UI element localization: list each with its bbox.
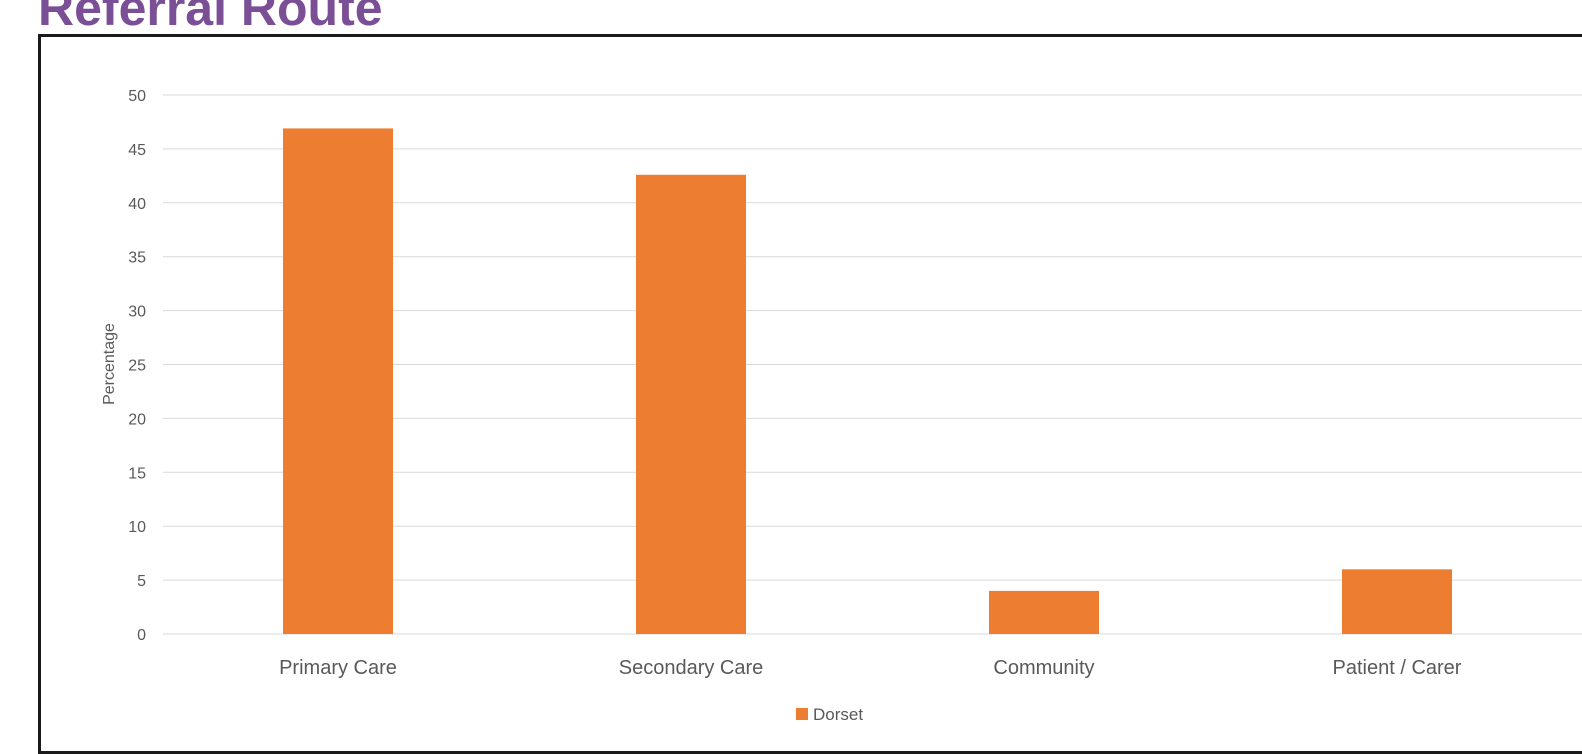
y-tick-label: 15: [128, 465, 146, 482]
bar: [636, 174, 746, 634]
gridlines: [163, 94, 1582, 635]
y-axis-label: Percentage: [101, 323, 118, 405]
y-tick-label: 20: [128, 411, 146, 428]
legend-label: Dorset: [813, 705, 863, 724]
y-tick-label: 45: [128, 142, 146, 159]
bar: [1342, 569, 1452, 634]
page-title: Referral Route: [38, 0, 383, 36]
y-tick-label: 50: [128, 88, 146, 105]
x-tick-label: Primary Care: [279, 657, 397, 679]
bar: [989, 590, 1099, 634]
x-tick-label: Community: [993, 657, 1094, 679]
x-tick-label: Secondary Care: [619, 657, 764, 679]
y-tick-label: 5: [137, 573, 146, 590]
y-tick-label: 35: [128, 250, 146, 267]
bar: [283, 128, 393, 634]
y-axis-ticks: 0 5 10 15 20 25 30 35 40 45 50: [128, 88, 146, 644]
y-tick-label: 10: [128, 519, 146, 536]
legend: Dorset: [796, 705, 863, 724]
legend-swatch: [796, 708, 808, 720]
y-tick-label: 25: [128, 358, 146, 375]
y-tick-label: 0: [137, 627, 146, 644]
x-tick-label: Patient / Carer: [1333, 657, 1462, 679]
x-axis-ticks: Primary Care Secondary Care Community Patie…: [279, 657, 1462, 679]
y-tick-label: 40: [128, 196, 146, 213]
bar-chart: 0 5 10 15 20 25 30 35 40 45 50 Primary Care Seconda…: [101, 88, 1582, 724]
bars: [283, 128, 1452, 634]
y-tick-label: 30: [128, 304, 146, 321]
